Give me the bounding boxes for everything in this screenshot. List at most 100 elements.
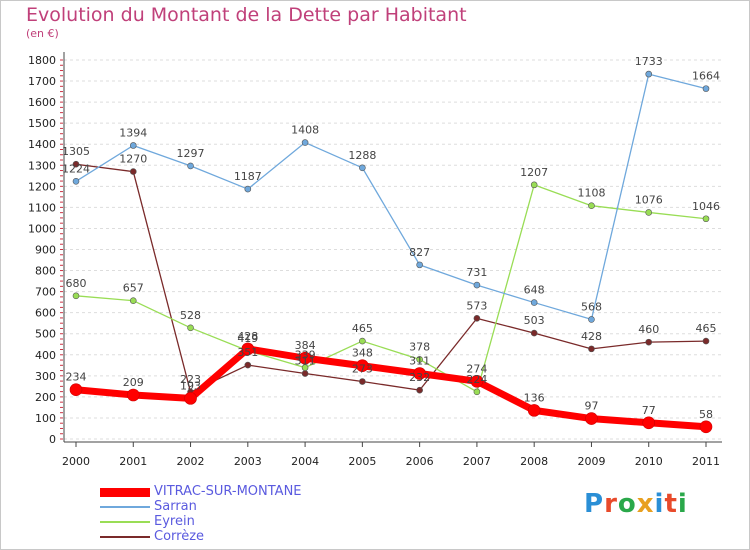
series-vitrac-sur-montane-line — [72, 345, 710, 431]
series-sarran-point — [473, 281, 481, 289]
series-corr-ze-data-label: 428 — [581, 330, 602, 343]
series-sarran-point — [129, 142, 137, 149]
series-vitrac-sur-montane-data-label: 136 — [524, 391, 545, 404]
series-corr-ze-point — [530, 329, 538, 337]
series-sarran-data-label: 1733 — [635, 55, 663, 68]
series-vitrac-sur-montane-data-label: 77 — [642, 404, 656, 417]
series-corr-ze-point — [702, 337, 710, 345]
x-tick-label: 2010 — [635, 455, 663, 468]
y-tick-label: 200 — [35, 391, 56, 404]
series-corr-ze-data-label: 573 — [466, 299, 487, 312]
y-tick-label: 500 — [35, 328, 56, 341]
series-eyrein-point — [72, 292, 80, 300]
series-corr-ze-data-label: 465 — [696, 322, 717, 335]
series-corr-ze-point — [72, 160, 80, 168]
series-sarran-line — [75, 73, 707, 321]
series-eyrein-point — [588, 202, 595, 210]
series-vitrac-sur-montane-point — [184, 392, 197, 405]
x-tick-label: 2007 — [463, 455, 491, 468]
legend-label: Corrèze — [154, 529, 205, 544]
series-corr-ze-line — [75, 163, 707, 393]
series-corr-ze-point — [359, 378, 366, 385]
logo-letter: r — [604, 489, 618, 519]
y-tick-label: 1600 — [28, 96, 56, 109]
series-sarran-point — [301, 139, 309, 146]
series-sarran-point — [588, 316, 595, 323]
series-eyrein-data-label: 224 — [466, 373, 487, 386]
legend-swatch — [100, 506, 150, 508]
series-sarran-data-label: 1297 — [177, 147, 205, 160]
series-corr-ze-data-label: 351 — [237, 346, 258, 359]
logo-letter: o — [617, 489, 637, 519]
series-eyrein-data-label: 465 — [352, 322, 373, 335]
series-vitrac-sur-montane-data-label: 348 — [352, 347, 373, 360]
y-tick-label: 400 — [35, 349, 56, 362]
series-vitrac-sur-montane-point — [241, 342, 255, 356]
series-vitrac-sur-montane-point — [298, 351, 312, 365]
series-eyrein-data-label: 680 — [66, 277, 87, 290]
x-tick-label: 2006 — [406, 455, 434, 468]
series-sarran-data-label: 1394 — [119, 126, 147, 139]
x-tick-label: 2005 — [348, 455, 376, 468]
series-sarran-point — [187, 162, 194, 170]
series-vitrac-sur-montane-point — [527, 404, 541, 417]
y-tick-label: 1400 — [28, 138, 56, 151]
logo-letter: i — [677, 489, 688, 519]
series-eyrein-data-label: 1108 — [577, 187, 605, 200]
legend-swatch — [100, 488, 150, 497]
series-sarran-point — [416, 261, 423, 269]
series-sarran-point — [645, 70, 653, 78]
y-tick-label: 700 — [35, 286, 56, 299]
y-tick-label: 1500 — [28, 117, 56, 130]
series-eyrein-data-label: 1207 — [520, 166, 548, 179]
series-sarran-point — [530, 299, 538, 306]
y-tick-label: 0 — [49, 433, 56, 446]
series-eyrein-point — [187, 324, 194, 332]
logo-letter: x — [636, 489, 655, 519]
series-eyrein — [72, 181, 710, 396]
series-vitrac-sur-montane-data-label: 209 — [123, 376, 144, 389]
legend-label: Eyrein — [154, 514, 195, 529]
series-eyrein-point — [416, 356, 423, 363]
series-vitrac-sur-montane-point — [356, 359, 369, 373]
series-sarran — [72, 70, 710, 323]
series-eyrein-data-label: 1046 — [692, 200, 720, 213]
series-sarran-point — [72, 177, 80, 185]
series-vitrac-sur-montane-point — [126, 388, 140, 402]
y-tick-label: 600 — [35, 307, 56, 320]
y-tick-label: 100 — [35, 412, 56, 425]
series-corr-ze-point — [645, 338, 653, 346]
series-corr-ze — [72, 160, 710, 396]
y-tick-label: 300 — [35, 370, 56, 383]
series-vitrac-sur-montane-data-label: 384 — [295, 339, 316, 352]
series-sarran-data-label: 648 — [524, 284, 545, 297]
legend-label: Sarran — [154, 499, 197, 514]
series-vitrac-sur-montane-point — [470, 375, 484, 388]
series-eyrein-point — [645, 209, 653, 216]
series-eyrein-data-label: 339 — [295, 349, 316, 362]
x-tick-label: 2004 — [291, 455, 319, 468]
series-vitrac-sur-montane-data-label: 311 — [409, 355, 430, 368]
series-corr-ze-data-label: 503 — [524, 314, 545, 327]
logo-letter: P — [584, 489, 605, 519]
x-tick-label: 2000 — [62, 455, 90, 468]
logo-letter: i — [654, 489, 665, 519]
chart-title: Evolution du Montant de la Dette par Hab… — [26, 4, 467, 26]
x-tick-label: 2001 — [119, 455, 147, 468]
series-sarran-point — [244, 185, 252, 193]
series-eyrein-line — [75, 184, 707, 393]
series-sarran-point — [359, 164, 366, 172]
series-vitrac-sur-montane-point — [69, 383, 83, 397]
series-corr-ze-data-label: 311 — [295, 355, 316, 368]
chart-unit: (en €) — [26, 27, 59, 40]
series-vitrac-sur-montane — [69, 342, 713, 434]
logo-letter: t — [664, 489, 678, 519]
series-eyrein-data-label: 528 — [180, 309, 201, 322]
series-corr-ze-point — [244, 361, 252, 369]
series-corr-ze-point — [301, 370, 309, 377]
series-sarran-data-label: 1224 — [62, 162, 90, 175]
series-sarran-data-label: 1664 — [692, 70, 720, 83]
proxiti-logo: Proxiti — [584, 489, 688, 519]
